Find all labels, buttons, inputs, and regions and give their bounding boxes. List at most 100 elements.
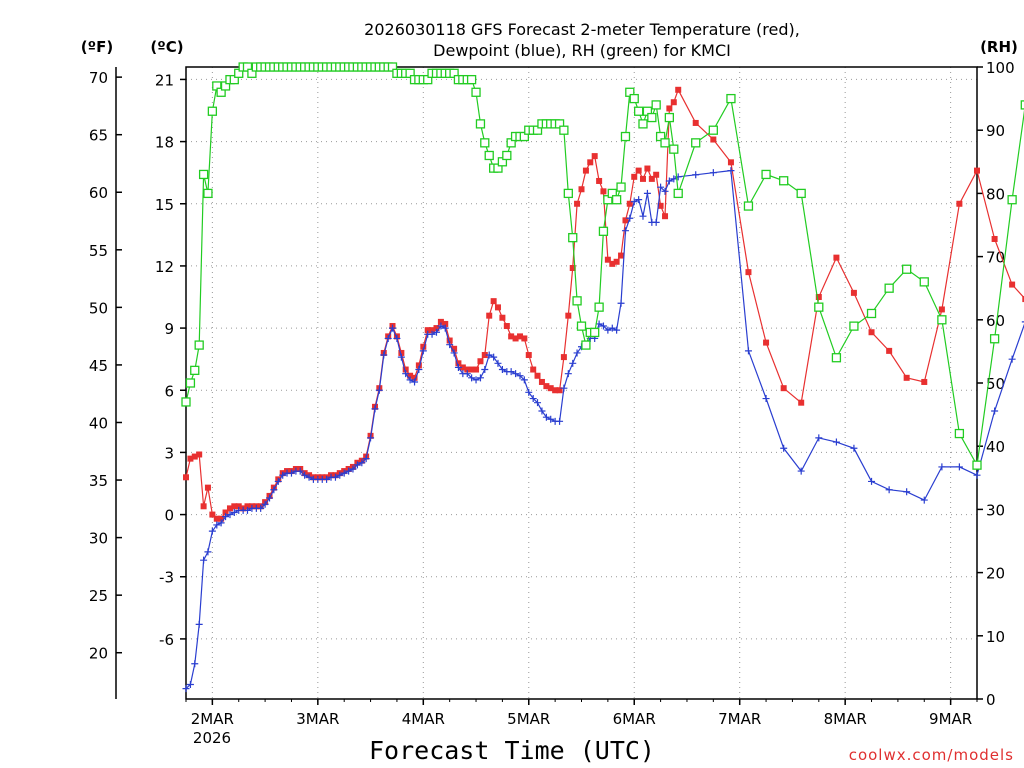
temperature-point xyxy=(244,503,251,510)
temperature-point xyxy=(512,335,519,342)
celsius-tick-label: -3 xyxy=(159,569,174,587)
dewpoint-point xyxy=(692,171,700,179)
temperature-point xyxy=(921,378,928,385)
temperature-point xyxy=(517,333,524,340)
dewpoint-point xyxy=(512,370,520,378)
rh-point xyxy=(664,112,675,123)
temperature-point xyxy=(609,260,616,267)
dewpoint-point xyxy=(621,227,629,235)
dewpoint-point xyxy=(353,461,361,469)
dewpoint-point xyxy=(643,189,651,197)
dewpoint-point xyxy=(257,504,265,512)
rh-point xyxy=(634,106,644,116)
rh-point xyxy=(1007,195,1017,205)
dewpoint-point xyxy=(885,486,893,494)
temperature-point xyxy=(530,366,537,373)
celsius-tick-label: 12 xyxy=(155,258,174,276)
rh-point xyxy=(190,365,200,376)
dewpoint-point xyxy=(243,506,251,514)
dewpoint-point xyxy=(419,347,427,355)
temperature-point xyxy=(578,186,585,193)
dewpoint-point xyxy=(604,326,612,334)
temperature-point xyxy=(763,339,770,346)
dewpoint-point xyxy=(296,467,304,475)
dewpoint-point xyxy=(490,353,498,361)
celsius-tick-label: 21 xyxy=(155,71,174,89)
dewpoint-point xyxy=(542,413,550,421)
fahrenheit-unit-label: (ºF) xyxy=(81,38,113,56)
dewpoint-point xyxy=(657,183,665,191)
dewpoint-point xyxy=(217,519,225,527)
temperature-point xyxy=(226,505,233,512)
temperature-point xyxy=(552,387,559,394)
temperature-point xyxy=(591,153,598,160)
celsius-tick-label: 9 xyxy=(164,320,174,338)
dewpoint-point xyxy=(204,548,212,556)
time-tick-label: 2MAR xyxy=(191,710,234,728)
series-rh xyxy=(181,62,1024,470)
rh-point xyxy=(480,138,490,148)
celsius-tick-label: 18 xyxy=(155,134,174,152)
temperature-point xyxy=(543,383,550,390)
dewpoint-point xyxy=(384,334,392,342)
temperature-point xyxy=(991,235,998,242)
rh-tick-label: 90 xyxy=(986,122,1005,140)
dewpoint-point xyxy=(617,299,625,307)
temperature-point xyxy=(547,385,554,392)
fahrenheit-tick-label: 30 xyxy=(89,530,108,548)
temperature-point xyxy=(538,378,545,385)
dewpoint-point xyxy=(569,359,577,367)
dewpoint-point xyxy=(389,324,397,332)
temperature-point xyxy=(494,304,501,311)
fahrenheit-tick-label: 55 xyxy=(89,242,108,260)
temperature-point xyxy=(587,159,594,166)
rh-tick-label: 10 xyxy=(986,628,1005,646)
dewpoint-point xyxy=(195,620,203,628)
year-label: 2026 xyxy=(193,729,231,747)
dewpoint-point xyxy=(261,500,269,508)
fahrenheit-tick-label: 25 xyxy=(89,587,108,605)
dewpoint-point xyxy=(476,374,484,382)
rh-point xyxy=(207,106,218,116)
dewpoint-point xyxy=(991,407,999,415)
dewpoint-point xyxy=(208,527,216,535)
dewpoint-point xyxy=(661,187,669,195)
dewpoint-point xyxy=(279,471,287,479)
rh-point xyxy=(568,232,578,243)
temperature-point xyxy=(222,509,229,516)
temperature-point xyxy=(582,167,589,174)
rh-point xyxy=(814,302,824,312)
dewpoint-point xyxy=(393,334,401,342)
rh-point xyxy=(669,144,679,154)
dewpoint-point xyxy=(608,324,616,332)
time-tick-label: 8MAR xyxy=(824,710,867,728)
temperature-point xyxy=(745,269,752,276)
rh-point xyxy=(647,112,657,123)
temperature-point xyxy=(675,86,682,93)
temperature-point xyxy=(534,372,541,379)
temperature-point xyxy=(657,202,664,209)
dewpoint-point xyxy=(270,486,278,494)
dewpoint-point xyxy=(498,366,506,374)
series-dewpoint xyxy=(182,167,1024,693)
rh-point xyxy=(884,283,894,293)
temperature-point xyxy=(213,515,220,522)
dewpoint-point xyxy=(815,434,823,442)
fahrenheit-tick-label: 45 xyxy=(89,357,108,375)
dewpoint-point xyxy=(336,471,344,479)
dewpoint-point xyxy=(266,494,274,502)
temperature-point xyxy=(200,503,207,510)
fahrenheit-tick-label: 20 xyxy=(89,645,108,663)
temperature-point xyxy=(204,484,211,491)
rh-tick-label: 0 xyxy=(986,691,996,709)
time-tick-label: 3MAR xyxy=(296,710,339,728)
temperature-point xyxy=(662,213,669,220)
fahrenheit-tick-label: 40 xyxy=(89,414,108,432)
temperature-point xyxy=(604,256,611,263)
dewpoint-point xyxy=(599,322,607,330)
temperature-point xyxy=(525,352,532,359)
dewpoint-point xyxy=(213,521,221,529)
temperature-point xyxy=(670,99,677,106)
rh-point xyxy=(466,74,477,85)
